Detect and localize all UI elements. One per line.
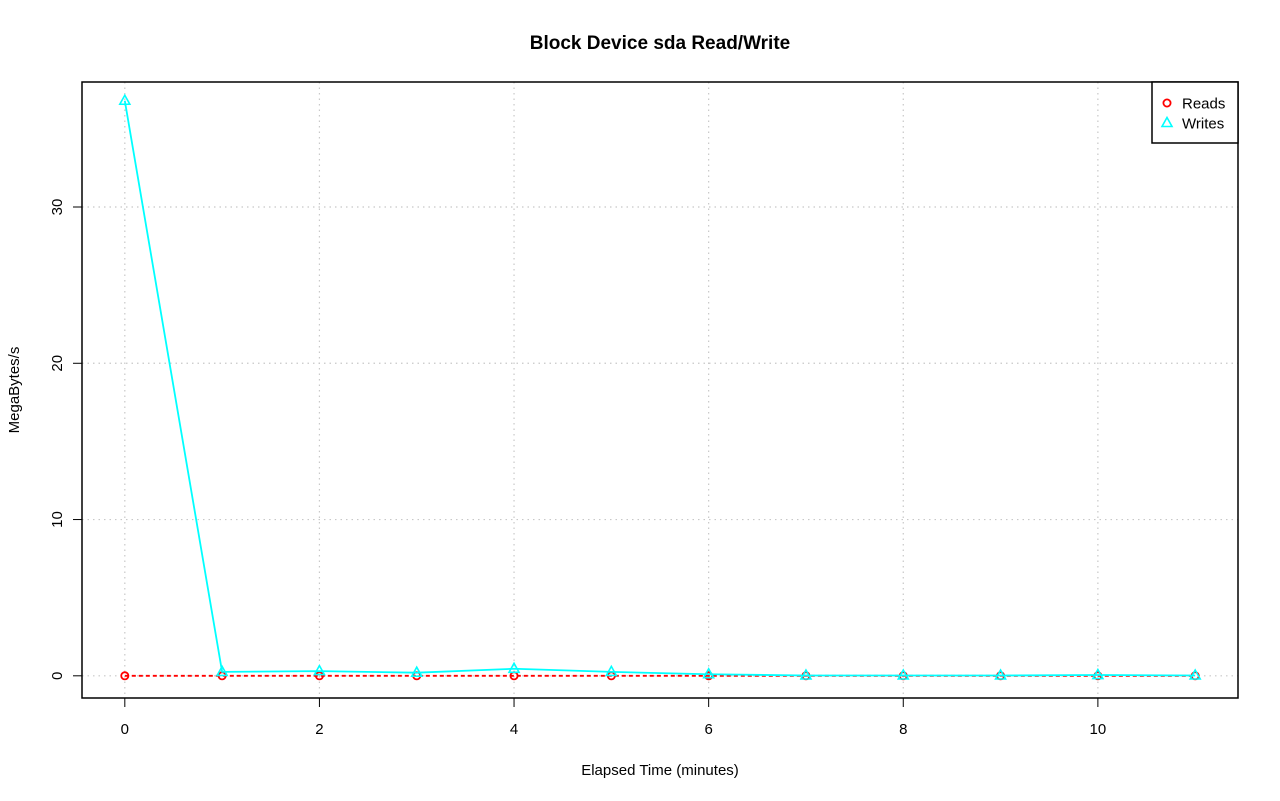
data-point-writes xyxy=(313,663,326,676)
data-point-writes xyxy=(1091,667,1105,680)
data-point-writes xyxy=(896,668,910,680)
x-tick-label: 10 xyxy=(1090,721,1107,738)
data-point-writes xyxy=(604,664,618,677)
grid xyxy=(82,82,1238,698)
series-layer xyxy=(118,93,1202,681)
data-point-writes xyxy=(702,667,716,679)
series-line-writes xyxy=(123,100,1196,677)
legend-marker-reads xyxy=(1162,98,1172,108)
data-point-writes xyxy=(994,668,1007,680)
y-tick-label: 10 xyxy=(49,511,66,528)
x-tick-label: 4 xyxy=(510,721,518,738)
data-point-writes xyxy=(215,664,229,677)
data-point-writes xyxy=(1188,668,1202,680)
data-point-writes xyxy=(118,93,132,106)
x-tick-label: 6 xyxy=(704,721,712,738)
series-writes xyxy=(118,93,1202,680)
y-axis-label: MegaBytes/s xyxy=(6,347,23,434)
plot-frame xyxy=(81,81,1239,699)
x-axis: 0 2 4 6 8 10 xyxy=(121,698,1107,738)
legend-marker-writes xyxy=(1160,115,1174,128)
legend: Reads Writes xyxy=(1151,81,1239,144)
x-tick-label: 2 xyxy=(315,721,323,738)
data-point-reads xyxy=(314,671,324,681)
legend-label-writes: Writes xyxy=(1182,116,1224,133)
data-point-reads xyxy=(120,671,130,681)
chart-title: Block Device sda Read/Write xyxy=(530,33,790,54)
y-tick-label: 30 xyxy=(49,199,66,216)
legend-label-reads: Reads xyxy=(1182,96,1225,113)
x-tick-label: 0 xyxy=(121,721,129,738)
legend-box xyxy=(1151,81,1239,144)
x-tick-label: 8 xyxy=(899,721,907,738)
y-axis: 0 10 20 30 xyxy=(49,199,82,680)
data-point-writes xyxy=(507,661,521,674)
y-tick-label: 20 xyxy=(49,355,66,372)
data-point-writes xyxy=(410,665,424,677)
x-axis-label: Elapsed Time (minutes) xyxy=(581,762,739,779)
y-tick-label: 0 xyxy=(49,672,66,680)
data-point-writes xyxy=(799,668,813,680)
